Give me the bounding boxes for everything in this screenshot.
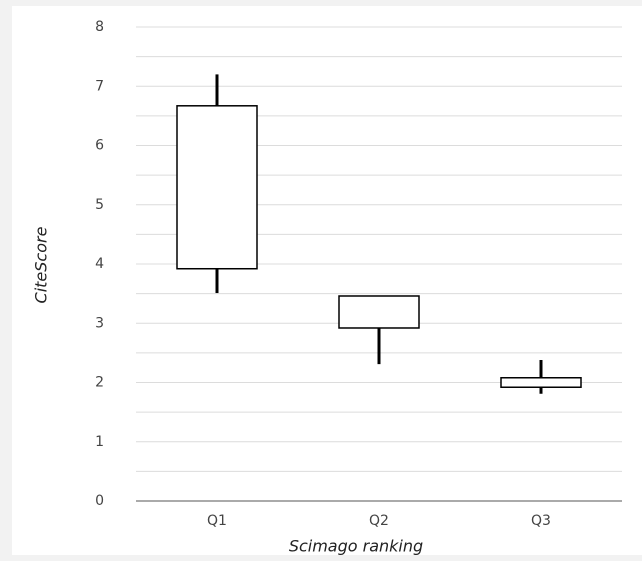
x-tick-label: Q3 — [531, 513, 551, 529]
chart-background — [12, 6, 642, 555]
y-tick-label: 5 — [95, 197, 104, 213]
box — [500, 377, 582, 388]
y-tick-label: 2 — [95, 375, 104, 391]
y-tick-label: 0 — [95, 493, 104, 509]
box — [338, 295, 420, 329]
y-tick-label: 4 — [95, 256, 104, 272]
box — [176, 105, 258, 270]
y-tick-label: 7 — [95, 78, 104, 94]
y-tick-label: 3 — [95, 315, 104, 331]
x-axis-title: Scimago ranking — [289, 537, 423, 556]
y-tick-label: 1 — [95, 434, 104, 450]
y-tick-label: 6 — [95, 138, 104, 154]
x-tick-label: Q1 — [207, 513, 227, 529]
x-tick-label: Q2 — [369, 513, 389, 529]
y-axis-title: CiteScore — [32, 226, 51, 303]
y-tick-label: 8 — [95, 19, 104, 35]
